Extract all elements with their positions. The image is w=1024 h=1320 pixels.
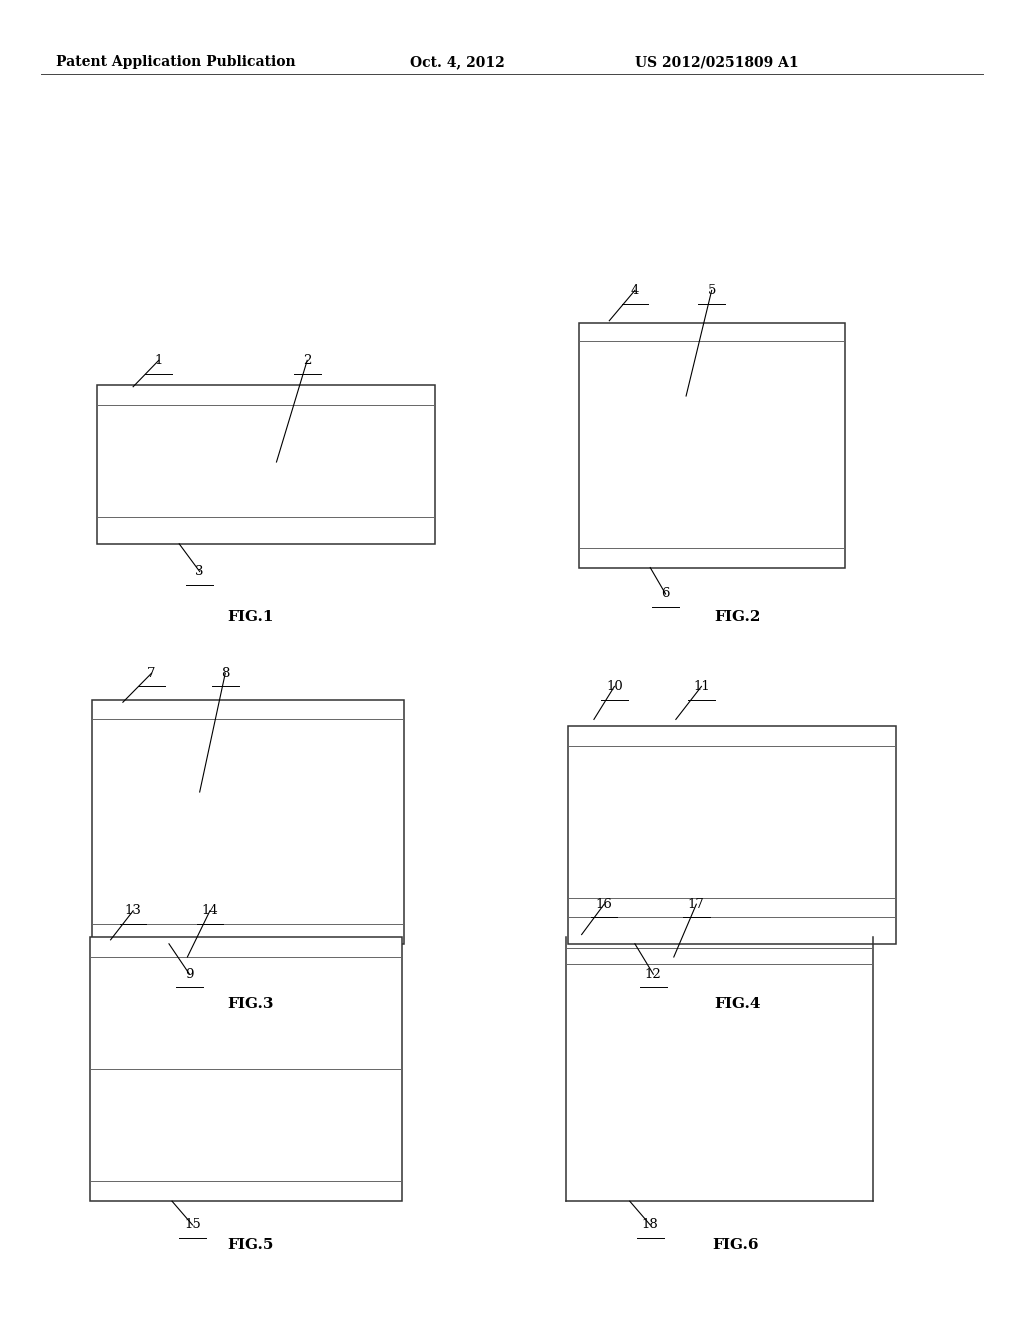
Text: Patent Application Publication: Patent Application Publication xyxy=(56,55,296,70)
Text: US 2012/0251809 A1: US 2012/0251809 A1 xyxy=(635,55,799,70)
Text: 16: 16 xyxy=(596,898,612,911)
Text: FIG.2: FIG.2 xyxy=(714,610,761,624)
Text: 18: 18 xyxy=(642,1218,658,1232)
Text: Oct. 4, 2012: Oct. 4, 2012 xyxy=(410,55,505,70)
Text: 17: 17 xyxy=(688,898,705,911)
Text: 15: 15 xyxy=(184,1218,201,1232)
Text: FIG.5: FIG.5 xyxy=(227,1238,274,1253)
Text: 12: 12 xyxy=(645,968,662,981)
Text: FIG.3: FIG.3 xyxy=(227,997,274,1011)
Text: 14: 14 xyxy=(202,904,218,917)
Text: FIG.4: FIG.4 xyxy=(714,997,761,1011)
Text: 2: 2 xyxy=(303,354,311,367)
Text: 10: 10 xyxy=(606,680,623,693)
Text: 9: 9 xyxy=(185,968,194,981)
Text: 13: 13 xyxy=(125,904,141,917)
Text: 3: 3 xyxy=(196,565,204,578)
Text: FIG.6: FIG.6 xyxy=(712,1238,759,1253)
Text: 1: 1 xyxy=(155,354,163,367)
Text: 6: 6 xyxy=(662,587,670,601)
Text: FIG.1: FIG.1 xyxy=(227,610,274,624)
Text: 4: 4 xyxy=(631,284,639,297)
Text: 7: 7 xyxy=(147,667,156,680)
Text: 5: 5 xyxy=(708,284,716,297)
Text: 8: 8 xyxy=(221,667,229,680)
Text: 11: 11 xyxy=(693,680,710,693)
